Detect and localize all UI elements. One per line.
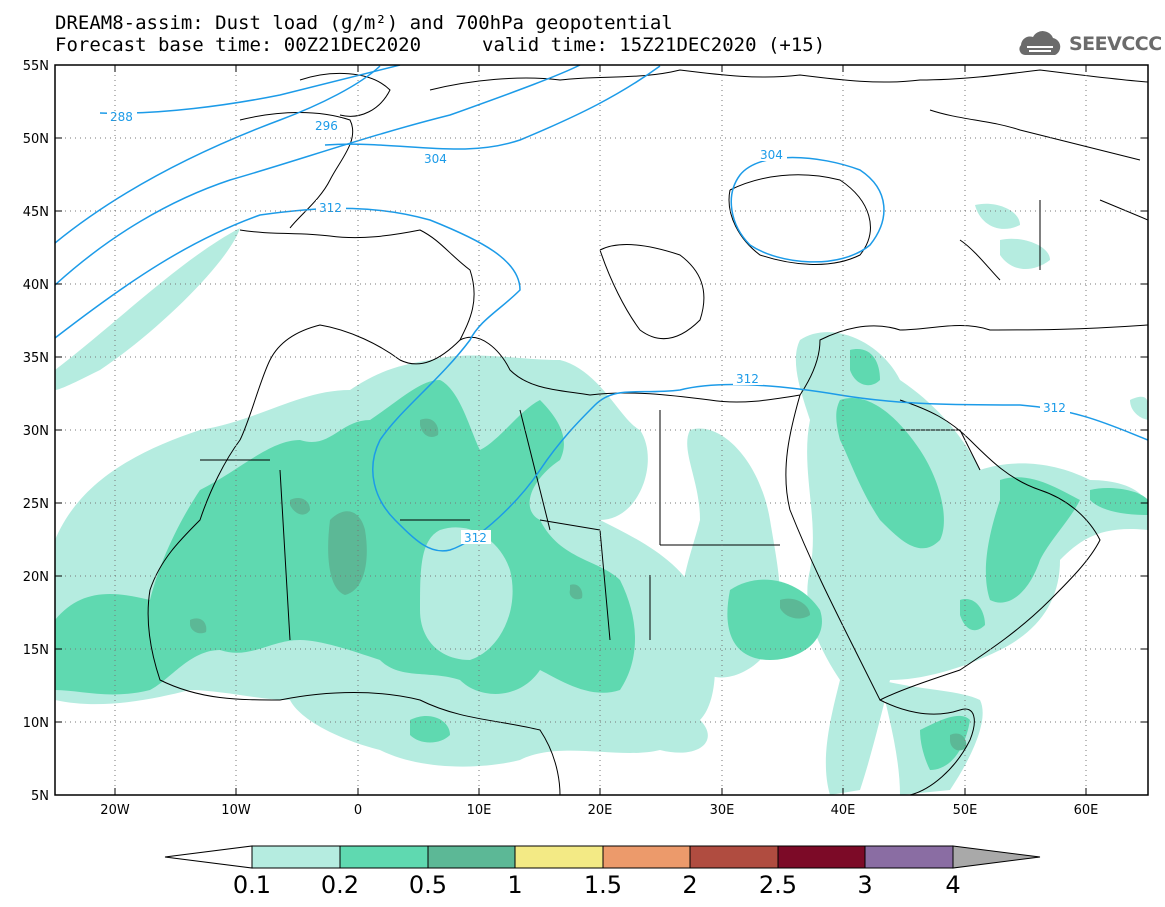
lat-label-45n: 45N — [23, 205, 49, 220]
graticule — [55, 65, 1148, 795]
contour-label-312-sahara: 312 — [464, 531, 487, 545]
colorbar-swatch-0 — [251, 845, 341, 869]
lat-label-50n: 50N — [23, 132, 49, 147]
lat-label-55n: 55N — [23, 59, 49, 74]
lon-label-40e: 40E — [831, 803, 856, 818]
lat-label-30n: 30N — [23, 424, 49, 439]
lat-label-5n: 5N — [31, 789, 49, 804]
colorbar-label-2-5: 2.5 — [759, 871, 797, 899]
colorbar-swatch-4 — [602, 845, 691, 869]
contour-label-312-west: 312 — [319, 201, 342, 215]
colorbar-label-0-1: 0.1 — [233, 871, 271, 899]
colorbar-swatch-3 — [514, 845, 604, 869]
lon-label-20e: 20E — [588, 803, 613, 818]
contour-label-312-egypt: 312 — [736, 372, 759, 386]
contour-label-288: 288 — [110, 110, 133, 124]
dust-shading-heavy — [190, 418, 967, 751]
coastlines — [147, 69, 1148, 795]
lon-label-20w: 20W — [100, 803, 130, 818]
lat-label-25n: 25N — [23, 497, 49, 512]
colorbar — [164, 845, 1041, 869]
colorbar-label-1-5: 1.5 — [584, 871, 622, 899]
colorbar-label-3: 3 — [857, 871, 872, 899]
lon-label-50e: 50E — [953, 803, 978, 818]
contour-label-304-east: 304 — [760, 148, 783, 162]
colorbar-labels: 0.1 0.2 0.5 1 1.5 2 2.5 3 4 — [233, 871, 961, 899]
colorbar-above-arrow — [952, 845, 1041, 869]
lat-label-10n: 10N — [23, 716, 49, 731]
colorbar-label-0-5: 0.5 — [409, 871, 447, 899]
contour-label-296: 296 — [315, 119, 338, 133]
forecast-base-time: Forecast base time: 00Z21DEC2020 — [55, 34, 422, 56]
colorbar-swatch-6 — [777, 845, 866, 869]
lon-label-10w: 10W — [221, 803, 251, 818]
colorbar-swatch-1 — [339, 845, 429, 869]
cloud-icon — [1019, 31, 1061, 55]
contour-label-304-west: 304 — [424, 152, 447, 166]
valid-time: valid time: 15Z21DEC2020 (+15) — [482, 34, 826, 56]
colorbar-swatch-2 — [427, 845, 516, 869]
longitude-labels: 20W 10W 0 10E 20E 30E 40E 50E 60E — [100, 803, 1098, 818]
colorbar-below-arrow — [164, 845, 253, 869]
seevccc-logo: SEEVCCC — [1015, 24, 1162, 64]
colorbar-swatch-5 — [689, 845, 779, 869]
logo-text: SEEVCCC — [1069, 33, 1162, 55]
axis-ticks — [55, 65, 1148, 795]
lat-label-35n: 35N — [23, 351, 49, 366]
latitude-labels: 55N 50N 45N 40N 35N 30N 25N 20N 15N 10N … — [23, 59, 49, 804]
colorbar-label-1: 1 — [507, 871, 522, 899]
colorbar-label-4: 4 — [945, 871, 960, 899]
lat-label-20n: 20N — [23, 570, 49, 585]
colorbar-label-2: 2 — [682, 871, 697, 899]
contour-label-312-iran: 312 — [1043, 401, 1066, 415]
geopotential-contours — [55, 65, 1148, 552]
lon-label-10e: 10E — [467, 803, 492, 818]
lon-label-0: 0 — [354, 803, 362, 818]
colorbar-label-0-2: 0.2 — [321, 871, 359, 899]
contour-labels: 288 296 304 312 304 312 312 312 — [107, 109, 1070, 545]
map-title: DREAM8-assim: Dust load (g/m²) and 700hP… — [55, 12, 673, 34]
lon-label-30e: 30E — [710, 803, 735, 818]
colorbar-swatch-7 — [864, 845, 954, 869]
lat-label-15n: 15N — [23, 643, 49, 658]
lon-label-60e: 60E — [1074, 803, 1099, 818]
lat-label-40n: 40N — [23, 278, 49, 293]
